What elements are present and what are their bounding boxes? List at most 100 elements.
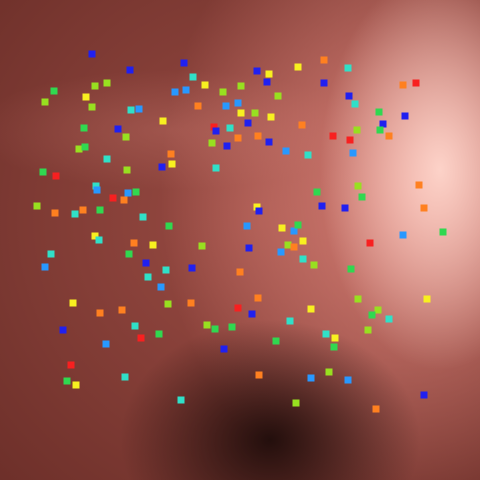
feature-point (368, 311, 376, 319)
feature-point (52, 172, 60, 180)
feature-point (88, 103, 96, 111)
feature-point (320, 79, 328, 87)
feature-point (248, 310, 256, 318)
feature-point (182, 86, 190, 94)
feature-point (379, 120, 387, 128)
feature-point (318, 202, 326, 210)
feature-point (284, 241, 292, 249)
feature-point (253, 67, 261, 75)
feature-point (168, 160, 176, 168)
feature-point (244, 119, 252, 127)
feature-point (347, 265, 355, 273)
feature-point (189, 73, 197, 81)
feature-point (203, 321, 211, 329)
feature-point (286, 317, 294, 325)
feature-point (137, 334, 145, 342)
feature-point (255, 207, 263, 215)
feature-point (124, 189, 132, 197)
feature-point (353, 126, 361, 134)
feature-point (439, 228, 447, 236)
feature-point (177, 396, 185, 404)
feature-point (304, 151, 312, 159)
feature-point (272, 337, 280, 345)
feature-point (234, 99, 242, 107)
feature-point (346, 136, 354, 144)
feature-point (313, 188, 321, 196)
feature-point (292, 399, 300, 407)
feature-point (142, 259, 150, 267)
feature-point (341, 204, 349, 212)
feature-point (226, 124, 234, 132)
feature-point (91, 232, 99, 240)
feature-point (164, 300, 172, 308)
feature-point (299, 237, 307, 245)
feature-point (245, 244, 253, 252)
feature-point (320, 56, 328, 64)
feature-point (41, 98, 49, 106)
feature-point (344, 64, 352, 72)
feature-point (298, 121, 306, 129)
feature-point (180, 59, 188, 67)
feature-point (122, 133, 130, 141)
feature-point (251, 109, 259, 117)
feature-point (80, 124, 88, 132)
feature-point (349, 149, 357, 157)
feature-point (208, 139, 216, 147)
feature-point (92, 182, 100, 190)
feature-point (354, 295, 362, 303)
feature-point (121, 373, 129, 381)
feature-point (222, 102, 230, 110)
feature-point (237, 109, 245, 117)
feature-point (330, 343, 338, 351)
feature-point (254, 132, 262, 140)
feature-point (423, 295, 431, 303)
feature-point (123, 166, 131, 174)
feature-point (255, 371, 263, 379)
feature-point (165, 222, 173, 230)
feature-point (109, 194, 117, 202)
feature-point (243, 222, 251, 230)
feature-point (234, 134, 242, 142)
feature-point (399, 231, 407, 239)
feature-point (47, 250, 55, 258)
feature-point (33, 202, 41, 210)
feature-point (212, 127, 220, 135)
feature-point (237, 82, 245, 90)
feature-point (91, 82, 99, 90)
feature-point (220, 345, 228, 353)
feature-point (93, 186, 101, 194)
feature-point (351, 100, 359, 108)
feature-point (114, 125, 122, 133)
feature-point (420, 391, 428, 399)
feature-point (399, 81, 407, 89)
feature-point (157, 283, 165, 291)
feature-point (103, 79, 111, 87)
feature-point (374, 306, 382, 314)
feature-point (211, 325, 219, 333)
feature-point (420, 204, 428, 212)
feature-point (167, 150, 175, 158)
feature-point (59, 326, 67, 334)
feature-point (307, 374, 315, 382)
feature-point (358, 193, 366, 201)
feature-point (135, 105, 143, 113)
feature-point (198, 242, 206, 250)
feature-point (50, 87, 58, 95)
feature-point (282, 147, 290, 155)
feature-point (149, 241, 157, 249)
feature-point (131, 322, 139, 330)
feature-point (67, 361, 75, 369)
feature-point (401, 112, 409, 120)
feature-point (307, 305, 315, 313)
feature-point (364, 326, 372, 334)
feature-point (253, 203, 261, 211)
feature-point (72, 381, 80, 389)
feature-point (212, 164, 220, 172)
feature-point (144, 273, 152, 281)
feature-point (412, 79, 420, 87)
feature-point (234, 304, 242, 312)
feature-point (372, 405, 380, 413)
feature-point (290, 243, 298, 251)
